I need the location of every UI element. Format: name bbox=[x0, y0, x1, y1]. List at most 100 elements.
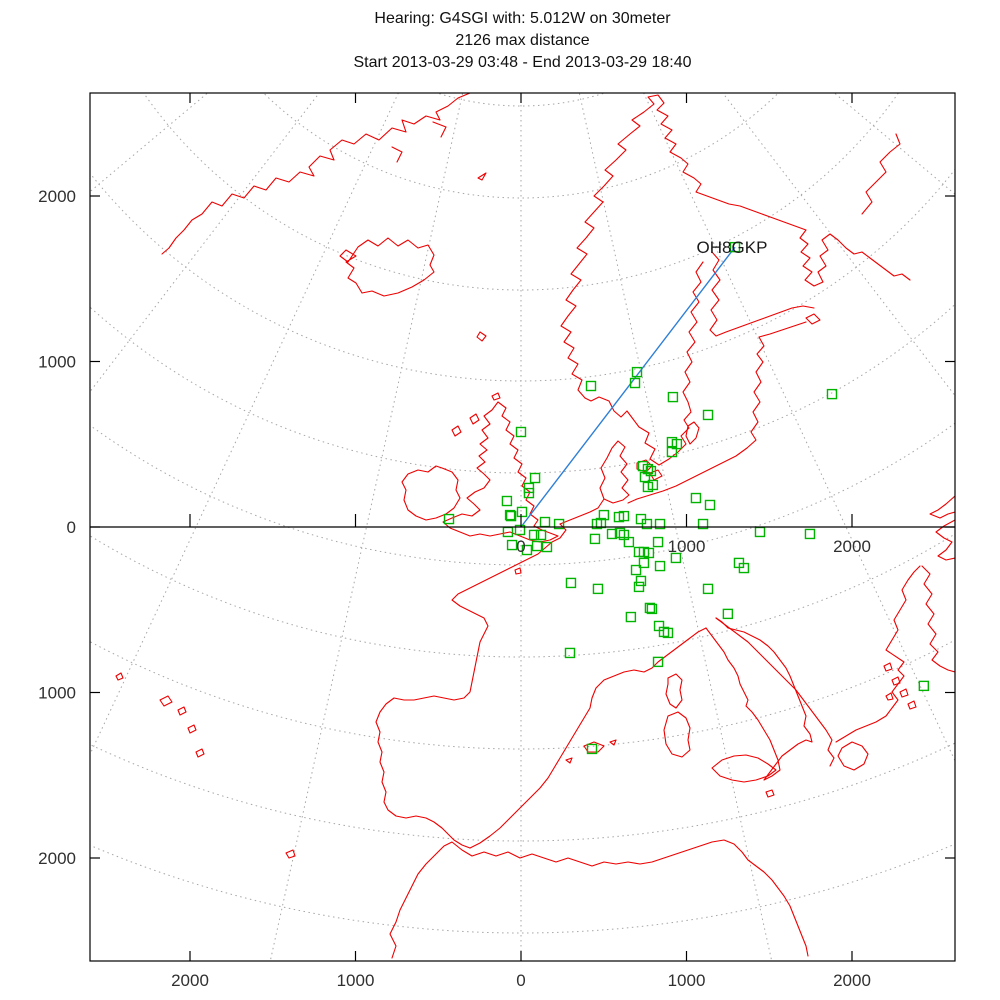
station-marker bbox=[702, 409, 714, 421]
coastline-path bbox=[432, 121, 447, 138]
graticule-parallel bbox=[90, 303, 955, 474]
chart-titles: Hearing: G4SGI with: 5.012W on 30meter 2… bbox=[90, 8, 955, 74]
station-marker bbox=[539, 516, 551, 528]
station-marker bbox=[514, 524, 526, 536]
coastline-path bbox=[907, 700, 917, 710]
graticule-meridian bbox=[90, 93, 320, 393]
station-marker bbox=[643, 547, 655, 559]
coastline-path bbox=[477, 172, 487, 181]
graticule-meridian bbox=[90, 93, 399, 756]
y-axis-tick-label: 1000 bbox=[38, 684, 76, 703]
station-marker bbox=[501, 495, 513, 507]
coastline-path bbox=[469, 627, 707, 849]
station-marker bbox=[662, 627, 674, 639]
coastline-path bbox=[469, 413, 480, 425]
coastline-path bbox=[883, 662, 893, 672]
coastline-path bbox=[159, 695, 173, 707]
beam-line-to-oh8gkp bbox=[520, 246, 736, 528]
coastline-path bbox=[375, 523, 567, 849]
coastline-path bbox=[115, 672, 124, 681]
coastline-path bbox=[837, 741, 869, 771]
y-axis-tick-label: 2000 bbox=[38, 187, 76, 206]
graticule-parallel bbox=[90, 168, 955, 382]
station-marker bbox=[535, 529, 547, 541]
station-marker bbox=[523, 487, 535, 499]
coastline-path bbox=[636, 459, 653, 473]
graticule-meridian bbox=[643, 93, 955, 762]
coastline-path bbox=[609, 739, 617, 746]
station-marker bbox=[667, 391, 679, 403]
coastline-path bbox=[685, 421, 700, 445]
graticule-parallel bbox=[90, 533, 955, 658]
graticule-meridian bbox=[269, 93, 464, 961]
inner-axis-tick-label: 2000 bbox=[833, 537, 871, 556]
station-marker bbox=[804, 528, 816, 540]
station-marker bbox=[585, 380, 597, 392]
x-axis-tick-label: 2000 bbox=[833, 971, 871, 990]
coastline-path bbox=[195, 748, 205, 758]
station-marker bbox=[629, 377, 641, 389]
station-marker bbox=[504, 509, 516, 521]
station-marker bbox=[704, 499, 716, 511]
coastline-path bbox=[891, 676, 901, 686]
coastline-path bbox=[560, 94, 911, 399]
coastline-path bbox=[389, 839, 809, 959]
graticule-meridian bbox=[833, 93, 955, 195]
station-marker bbox=[646, 603, 658, 615]
x-axis-tick-label: 1000 bbox=[337, 971, 375, 990]
coastline-path bbox=[584, 261, 704, 466]
y-axis-tick-label: 2000 bbox=[38, 849, 76, 868]
graticule-parallel bbox=[435, 93, 607, 107]
station-marker bbox=[754, 526, 766, 538]
station-marker bbox=[642, 463, 654, 475]
station-marker bbox=[690, 492, 702, 504]
coastline-path bbox=[559, 498, 605, 525]
coastline-path bbox=[929, 495, 955, 519]
coastline-path bbox=[835, 565, 921, 743]
chart-title: Hearing: G4SGI with: 5.012W on 30meter bbox=[374, 10, 671, 27]
station-marker bbox=[738, 562, 750, 574]
coastline-path bbox=[715, 617, 835, 767]
coastline-path bbox=[711, 754, 777, 783]
coastline-path bbox=[177, 706, 187, 716]
station-marker bbox=[506, 539, 518, 551]
station-marker bbox=[729, 241, 741, 253]
inner-axis-tick-label: 1000 bbox=[668, 537, 706, 556]
station-marker bbox=[631, 366, 643, 378]
coastline-path bbox=[451, 425, 462, 437]
coastline-path bbox=[476, 331, 487, 342]
station-marker bbox=[722, 608, 734, 620]
coastline-path bbox=[935, 519, 955, 561]
station-marker bbox=[529, 472, 541, 484]
station-marker bbox=[528, 529, 540, 541]
station-marker bbox=[638, 557, 650, 569]
station-marker bbox=[516, 506, 528, 518]
station-marker bbox=[623, 536, 635, 548]
station-marker bbox=[630, 564, 642, 576]
station-marker bbox=[918, 680, 930, 692]
coastline-path bbox=[709, 251, 815, 337]
station-marker bbox=[670, 552, 682, 564]
coastline-path bbox=[885, 692, 894, 701]
station-marker bbox=[531, 540, 543, 552]
highlight-callsign-label: OH8GKP bbox=[697, 238, 768, 257]
station-marker bbox=[639, 471, 651, 483]
station-marker bbox=[598, 509, 610, 521]
coastline-path bbox=[705, 617, 813, 781]
station-marker bbox=[553, 518, 565, 530]
station-marker bbox=[666, 446, 678, 458]
station-marker bbox=[644, 602, 656, 614]
station-marker bbox=[654, 560, 666, 572]
chart-time-range: Start 2013-03-29 03:48 - End 2013-03-29 … bbox=[353, 54, 692, 71]
coastline-path bbox=[401, 465, 461, 521]
coastline-path bbox=[921, 565, 955, 673]
graticule-meridian bbox=[578, 93, 773, 961]
x-axis-tick-label: 2000 bbox=[171, 971, 209, 990]
graticule-meridian bbox=[90, 93, 209, 193]
station-marker bbox=[654, 518, 666, 530]
coastline-path bbox=[514, 567, 522, 575]
coastline-path bbox=[627, 321, 807, 504]
